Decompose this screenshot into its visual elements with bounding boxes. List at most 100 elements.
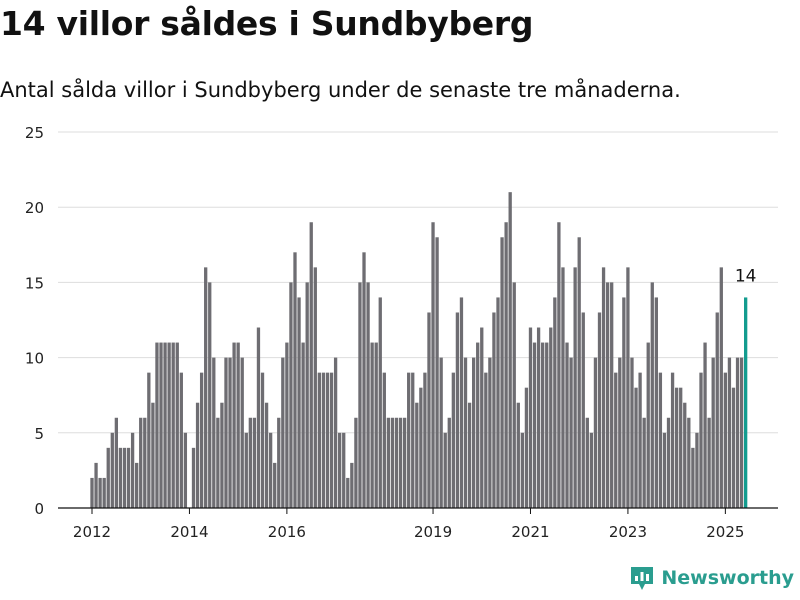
- bar: [204, 267, 208, 508]
- bar: [459, 297, 464, 508]
- bar: [236, 342, 240, 508]
- bar: [488, 357, 492, 508]
- bar: [508, 192, 512, 508]
- bar: [354, 417, 358, 508]
- bar: [411, 372, 415, 508]
- bar: [358, 282, 362, 508]
- bar: [662, 432, 667, 508]
- bar: [167, 342, 171, 508]
- bar: [626, 267, 630, 508]
- bar: [268, 432, 273, 508]
- bar: [541, 342, 545, 508]
- bar: [106, 447, 110, 508]
- bar: [394, 417, 399, 508]
- bar: [244, 432, 248, 508]
- bar: [338, 432, 342, 508]
- bar: [333, 357, 338, 508]
- bar: [553, 297, 557, 508]
- bar: [451, 372, 455, 508]
- bar: [171, 342, 175, 508]
- bar: [110, 432, 114, 508]
- x-tick-label: 2019: [414, 523, 452, 541]
- bar: [484, 372, 488, 508]
- bar: [94, 462, 98, 508]
- bar: [593, 357, 598, 508]
- bar: [597, 312, 602, 508]
- bar: [90, 477, 94, 508]
- bar: [467, 402, 472, 508]
- bar: [520, 432, 525, 508]
- bar: [293, 252, 297, 508]
- bar: [735, 357, 740, 508]
- bar: [305, 282, 309, 508]
- bar: [390, 417, 395, 508]
- bar: [402, 417, 407, 508]
- bar: [524, 387, 529, 508]
- bar: [317, 372, 322, 508]
- bar: [407, 372, 411, 508]
- bar: [159, 342, 163, 508]
- bar: [695, 432, 699, 508]
- bar: [329, 372, 334, 508]
- bar: [561, 267, 565, 508]
- bar: [666, 417, 671, 508]
- axes: [58, 507, 778, 514]
- bar: [102, 477, 106, 508]
- bar: [350, 462, 354, 508]
- bar: [670, 372, 675, 508]
- bar: [703, 342, 707, 508]
- bar: [674, 387, 679, 508]
- x-tick-label: 2014: [170, 523, 208, 541]
- bar: [362, 252, 366, 508]
- bar: [240, 357, 244, 508]
- bar: [175, 342, 179, 508]
- y-tick-label: 5: [34, 425, 44, 443]
- bar: [630, 357, 634, 508]
- bar: [419, 387, 423, 508]
- bar-latest: [744, 297, 748, 508]
- bar: [252, 417, 257, 508]
- bar: [605, 282, 610, 508]
- bar: [285, 342, 289, 508]
- bar: [679, 387, 683, 508]
- bar: [126, 447, 131, 508]
- bar: [139, 417, 143, 508]
- bar: [143, 417, 147, 508]
- bar: [313, 267, 317, 508]
- bar: [545, 342, 549, 508]
- bar: [727, 357, 732, 508]
- bar: [183, 432, 188, 508]
- bar: [601, 267, 606, 508]
- bar: [707, 417, 711, 508]
- x-tick-label: 2025: [706, 523, 744, 541]
- bar: [98, 477, 102, 508]
- bar: [220, 402, 224, 508]
- bar: [634, 387, 638, 508]
- bar: [431, 222, 435, 509]
- bar: [232, 342, 236, 508]
- brand-name: Newsworthy: [661, 567, 794, 589]
- bars: [90, 192, 748, 509]
- bar: [715, 312, 719, 508]
- bar: [731, 387, 736, 508]
- bar: [528, 327, 533, 508]
- bar: [610, 282, 614, 508]
- x-tick-label: 2016: [268, 523, 306, 541]
- bar: [711, 357, 715, 508]
- bar: [386, 417, 391, 508]
- bar: [179, 372, 183, 508]
- bar: [228, 357, 232, 508]
- bar: [301, 342, 305, 508]
- bar: [455, 312, 460, 508]
- bar: [118, 447, 123, 508]
- y-tick-label: 25: [25, 124, 44, 142]
- bar: [423, 372, 427, 508]
- bar: [248, 417, 252, 508]
- bar: [719, 267, 723, 508]
- y-tick-label: 10: [25, 350, 44, 368]
- bar: [273, 462, 277, 508]
- bar: [565, 342, 569, 508]
- bar: [439, 357, 443, 508]
